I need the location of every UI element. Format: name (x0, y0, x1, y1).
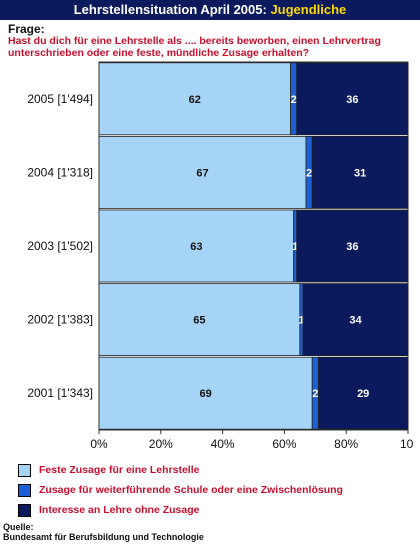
x-tick-label: 0% (90, 437, 108, 451)
data-label: 36 (346, 94, 358, 106)
legend-label-feste-zusage: Feste Zusage für eine Lehrstelle (39, 464, 200, 476)
stacked-bar-chart: 62 2 36 2005 [1'494] 67 2 31 2004 [1'318] 63 1 36 2… (27, 61, 414, 451)
bar-segment (98, 62, 291, 136)
bar-segment (302, 283, 409, 357)
category-label: 2003 [1'502] (27, 239, 93, 253)
bar-segment (98, 283, 301, 357)
category-label: 2001 [1'343] (27, 386, 93, 400)
category-label: 2005 [1'494] (27, 92, 93, 106)
category-label: 2002 [1'383] (27, 313, 93, 327)
data-label: 67 (196, 167, 208, 179)
data-label: 1 (292, 241, 298, 253)
data-label: 34 (349, 315, 362, 327)
data-label: 36 (346, 241, 358, 253)
source-text: Bundesamt für Berufsbildung und Technolo… (3, 532, 204, 542)
source-label: Quelle: (3, 522, 34, 532)
legend-label-zwischenloesung: Zusage für weiterführende Schule oder ei… (39, 484, 343, 496)
chart-legend: Feste Zusage für eine Lehrstelle Zusage … (18, 460, 343, 520)
legend-item-ohne-zusage: Interesse an Lehre ohne Zusage (18, 500, 343, 520)
page-title-highlight: Jugendliche (270, 2, 347, 17)
bar-segment (296, 62, 409, 136)
legend-swatch-zwischenloesung (18, 483, 31, 497)
bar-segment (98, 135, 307, 209)
x-tick-label: 40% (211, 437, 235, 451)
data-label: 31 (354, 167, 366, 179)
data-label: 63 (190, 241, 202, 253)
data-label: 2 (312, 388, 318, 400)
x-tick-label: 20% (149, 437, 173, 451)
data-label: 2 (291, 94, 297, 106)
legend-item-zwischenloesung: Zusage für weiterführende Schule oder ei… (18, 480, 343, 500)
legend-label-ohne-zusage: Interesse an Lehre ohne Zusage (39, 504, 200, 516)
page-title: Lehrstellensituation April 2005: (73, 2, 271, 17)
source-note: Quelle: Bundesamt für Berufsbildung und … (3, 522, 204, 542)
legend-swatch-ohne-zusage (18, 503, 31, 517)
data-label: 65 (193, 315, 205, 327)
legend-swatch-feste-zusage (18, 463, 31, 477)
data-label: 2 (306, 167, 312, 179)
question-label: Frage: (8, 22, 45, 36)
bar-segment (296, 209, 409, 283)
bar-segment (311, 135, 409, 209)
title-bar: Lehrstellensituation April 2005: Jugendl… (0, 0, 420, 20)
legend-item-feste-zusage: Feste Zusage für eine Lehrstelle (18, 460, 343, 480)
x-tick-label: 60% (272, 437, 296, 451)
bar-segment (317, 356, 409, 430)
data-label: 29 (357, 388, 369, 400)
data-label: 69 (199, 388, 211, 400)
data-label: 62 (189, 94, 201, 106)
x-tick-label: 80% (334, 437, 358, 451)
data-label: 1 (298, 315, 304, 327)
x-tick-label: 10 (400, 437, 414, 451)
question-text: Hast du dich für eine Lehrstelle als ...… (8, 35, 381, 59)
category-label: 2004 [1'318] (27, 165, 93, 179)
bar-segment (98, 209, 295, 283)
bar-segment (98, 356, 313, 430)
